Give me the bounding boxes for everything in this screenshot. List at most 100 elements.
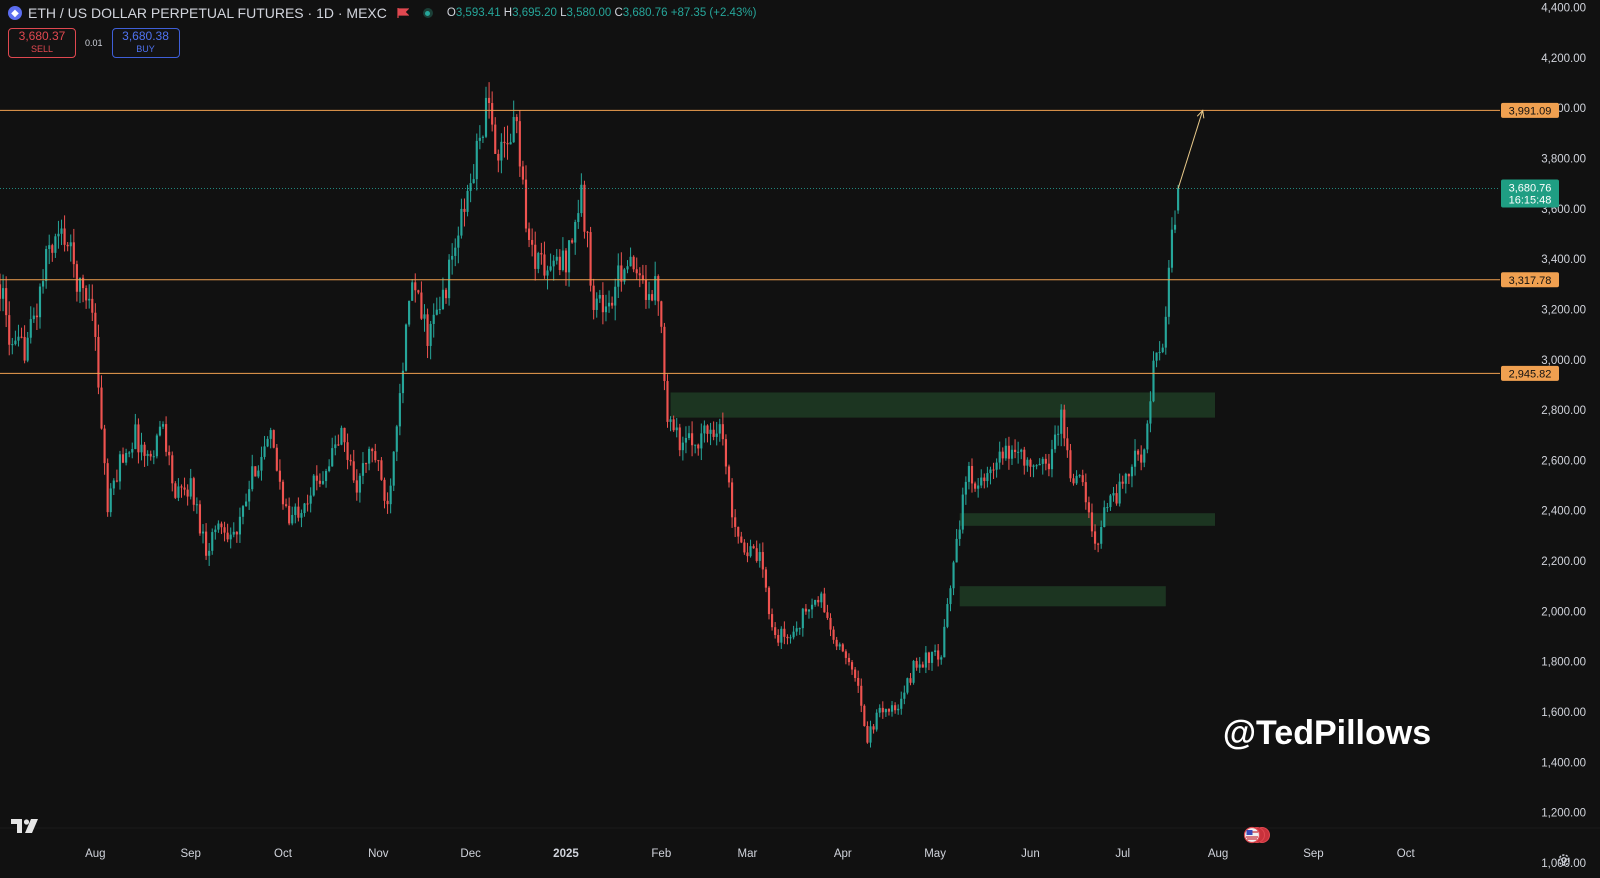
candle-body (952, 562, 955, 589)
candle (235, 531, 238, 543)
candle (860, 678, 863, 713)
candle-body (850, 662, 854, 670)
candle (168, 445, 171, 466)
candle-body (712, 429, 715, 437)
candle (552, 255, 555, 281)
candle-body (577, 213, 580, 222)
candle (549, 253, 552, 272)
candle (1118, 473, 1121, 507)
y-tick-label: 1,800.00 (1541, 657, 1586, 669)
candle-body (669, 419, 672, 422)
tradingview-logo-icon[interactable] (11, 818, 39, 834)
candle (272, 429, 275, 449)
candle (1041, 456, 1044, 475)
candle (869, 720, 872, 748)
candle (906, 677, 909, 695)
candle-body (171, 455, 174, 484)
candle (343, 427, 346, 452)
candle (125, 448, 128, 466)
candle (1158, 341, 1161, 361)
candle (78, 277, 82, 304)
candle (131, 442, 134, 459)
candle-body (32, 315, 35, 320)
candle (894, 702, 897, 714)
candle-body (663, 326, 666, 382)
candle (854, 666, 857, 682)
candle-body (974, 483, 977, 489)
candle-body (238, 516, 242, 535)
candle (555, 248, 558, 265)
us-flag-icon[interactable] (1243, 826, 1271, 844)
candle-body (1081, 475, 1084, 483)
y-tick-label: 1,400.00 (1541, 757, 1586, 769)
candle (1001, 447, 1004, 465)
candle (26, 332, 29, 363)
candle (432, 303, 435, 338)
candle (14, 330, 17, 346)
candle (970, 458, 974, 493)
candle (558, 249, 561, 276)
candle-body (444, 289, 448, 299)
candle (1167, 259, 1170, 325)
candle (672, 415, 675, 432)
candle-body (912, 660, 915, 683)
candle (97, 324, 100, 395)
candle-body (174, 483, 177, 498)
candle-body (106, 463, 109, 513)
candle-body (211, 532, 214, 551)
symbol-title[interactable]: ETH / US DOLLAR PERPETUAL FUTURES · 1D ·… (28, 5, 387, 21)
candle (903, 685, 906, 705)
candle-body (875, 712, 878, 730)
candle (930, 651, 934, 671)
candle (715, 421, 718, 446)
candle-body (703, 425, 706, 434)
candle-body (561, 250, 564, 270)
candle (1164, 306, 1167, 355)
flag-icon[interactable] (397, 8, 409, 18)
candle (1109, 493, 1112, 511)
candle-body (324, 470, 328, 482)
candle-body (774, 627, 777, 636)
buy-price: 3,680.38 (122, 29, 169, 43)
candle-body (232, 531, 235, 535)
candle (183, 477, 186, 496)
candle-body (1044, 458, 1047, 464)
candle (1112, 486, 1115, 502)
candle-body (1173, 224, 1177, 230)
candle (238, 507, 242, 543)
candle (589, 226, 592, 292)
candle (45, 245, 48, 289)
candle-body (1041, 458, 1044, 464)
settings-gear-icon[interactable] (1556, 852, 1572, 868)
candle-body (924, 652, 927, 668)
candle (189, 468, 192, 500)
candle (146, 450, 149, 466)
candle-body (131, 449, 134, 453)
candle-body (586, 231, 589, 233)
candle (475, 133, 478, 191)
candle (977, 478, 980, 498)
candle (814, 599, 817, 607)
sell-button[interactable]: 3,680.37 SELL (8, 28, 76, 58)
candle-body (5, 288, 8, 316)
candle (844, 649, 847, 665)
candle (263, 435, 266, 460)
candle (626, 260, 629, 274)
buy-button[interactable]: 3,680.38 BUY (111, 28, 180, 58)
candle (918, 657, 921, 673)
candle (389, 478, 392, 514)
candle (731, 478, 734, 528)
level-price-label: 2,945.82 (1509, 368, 1552, 380)
candle (623, 267, 626, 285)
watermark-text: @TedPillows (1223, 714, 1431, 752)
candle (601, 282, 604, 325)
candle (647, 281, 651, 309)
candle (81, 274, 85, 303)
candle-body (155, 435, 158, 457)
candle (1097, 542, 1100, 553)
trade-panel: 3,680.37 SELL 0.01 3,680.38 BUY (8, 28, 180, 58)
candle (217, 520, 220, 533)
candle-body (721, 424, 724, 440)
candle (746, 542, 749, 563)
